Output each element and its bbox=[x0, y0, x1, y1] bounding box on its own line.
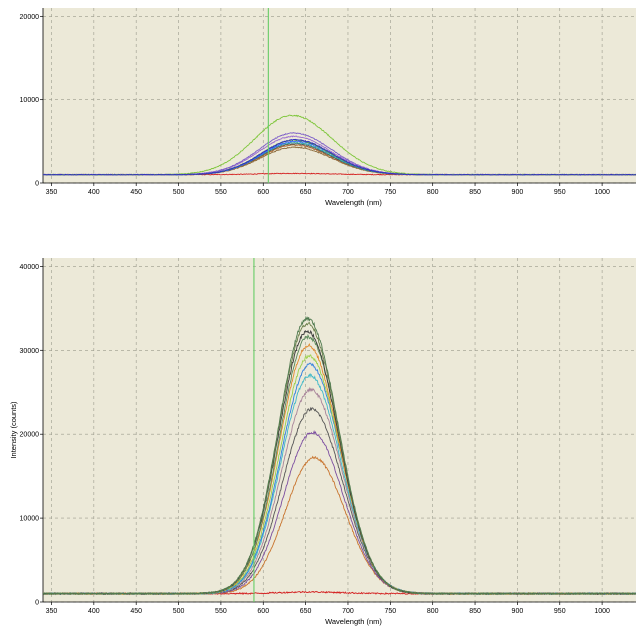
x-tick-label: 950 bbox=[554, 189, 566, 196]
spectrum-chart-bottom-svg: 350 400 450 500 550 600 650 700 750 800 850 900 950 1… bbox=[9, 258, 636, 626]
y-tick-label: 30000 bbox=[20, 348, 40, 355]
x-tick-label: 500 bbox=[173, 608, 185, 615]
series-line bbox=[43, 138, 636, 176]
x-tick-label: 900 bbox=[512, 608, 524, 615]
x-tick-label: 350 bbox=[46, 608, 58, 615]
x-tick-label: 800 bbox=[427, 189, 439, 196]
y-tick-label: 10000 bbox=[20, 516, 40, 523]
y-tick-label: 0 bbox=[35, 181, 39, 188]
x-tick-label: 850 bbox=[469, 189, 481, 196]
x-tick-label: 1000 bbox=[594, 189, 610, 196]
x-tick-label: 500 bbox=[173, 189, 185, 196]
x-tick-label: 850 bbox=[469, 608, 481, 615]
x-tick-label: 600 bbox=[257, 189, 269, 196]
x-tick-label: 750 bbox=[384, 189, 396, 196]
spectrum-chart-top: 350 400 450 500 550 600 650 700 750 800 850 900 950 1… bbox=[0, 0, 639, 222]
y-tick-label: 10000 bbox=[20, 97, 40, 104]
x-tick-label: 800 bbox=[427, 608, 439, 615]
x-tick-label: 550 bbox=[215, 189, 227, 196]
y-tick-label: 0 bbox=[35, 600, 39, 607]
spectrum-chart-top-svg: 350 400 450 500 550 600 650 700 750 800 850 900 950 1… bbox=[20, 8, 636, 207]
y-axis-title: Intensity (counts) bbox=[9, 401, 18, 459]
x-tick-label: 450 bbox=[130, 189, 142, 196]
x-tick-label: 1000 bbox=[594, 608, 610, 615]
x-tick-label: 350 bbox=[46, 189, 58, 196]
x-tick-label: 400 bbox=[88, 608, 100, 615]
x-tick-label: 750 bbox=[384, 608, 396, 615]
x-tick-label: 550 bbox=[215, 608, 227, 615]
x-tick-label: 700 bbox=[342, 189, 354, 196]
spectrum-chart-bottom: 350 400 450 500 550 600 650 700 750 800 850 900 950 1… bbox=[0, 246, 639, 644]
plot-area bbox=[43, 258, 636, 602]
y-tick-label: 20000 bbox=[20, 14, 40, 21]
x-tick-label: 600 bbox=[257, 608, 269, 615]
x-axis-title: Wavelength (nm) bbox=[325, 198, 382, 207]
x-tick-label: 650 bbox=[300, 608, 312, 615]
series-line bbox=[43, 315, 636, 596]
plot-area bbox=[43, 8, 636, 183]
x-tick-label: 400 bbox=[88, 189, 100, 196]
x-tick-label: 650 bbox=[300, 189, 312, 196]
x-tick-label: 450 bbox=[130, 608, 142, 615]
x-tick-label: 900 bbox=[512, 189, 524, 196]
x-tick-label: 700 bbox=[342, 608, 354, 615]
y-tick-label: 40000 bbox=[20, 264, 40, 271]
y-tick-label: 20000 bbox=[20, 432, 40, 439]
x-tick-label: 950 bbox=[554, 608, 566, 615]
x-axis-title: Wavelength (nm) bbox=[325, 617, 382, 626]
